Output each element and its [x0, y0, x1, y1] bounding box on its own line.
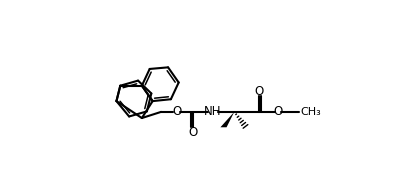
Text: NH: NH: [204, 105, 222, 118]
Text: O: O: [254, 85, 264, 98]
Text: O: O: [189, 126, 198, 139]
Text: CH₃: CH₃: [300, 107, 321, 117]
Text: O: O: [274, 105, 283, 118]
Polygon shape: [220, 112, 234, 127]
Text: O: O: [172, 105, 181, 118]
